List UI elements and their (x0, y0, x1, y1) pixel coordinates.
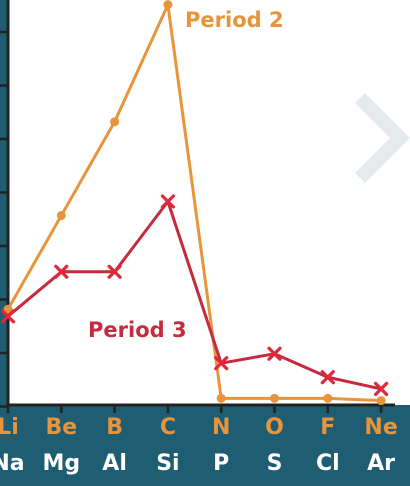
decorative-chevron (355, 93, 410, 183)
x-tick-label: S (267, 451, 283, 476)
x-tick-label: Mg (42, 451, 80, 476)
x-marker-stroke (54, 264, 69, 279)
data-point (376, 396, 386, 406)
series-line (6, 3, 382, 403)
data-point (110, 117, 120, 127)
data-point (323, 393, 333, 403)
x-tick-label: N (212, 415, 230, 440)
x-tick-label: Ne (364, 415, 397, 440)
data-point (107, 264, 122, 279)
data-point (214, 356, 229, 371)
data-point (54, 264, 69, 279)
series-layer (0, 0, 389, 406)
x-tick-label: F (320, 415, 335, 440)
labels-layer: Period 2 Period 3 Li Be B C N O F Ne Na Mg Al Si P S Cl A… (0, 8, 398, 476)
data-point (374, 381, 389, 397)
data-point (160, 194, 175, 209)
series-label: Period 2 (185, 8, 284, 32)
plot-area (8, 0, 410, 405)
x-tick-label: Cl (316, 451, 340, 476)
data-point (3, 304, 13, 314)
data-point (320, 370, 335, 385)
x-tick-label: Li (0, 415, 19, 440)
x-tick-label: B (106, 415, 123, 440)
x-tick-label: Si (156, 451, 179, 476)
data-point (216, 393, 226, 403)
x-tick-label: Be (45, 415, 77, 440)
x-marker-stroke (374, 381, 389, 397)
x-tick-label: Al (102, 451, 127, 476)
x-tick-label: O (265, 415, 284, 440)
axes (0, 0, 395, 413)
x-marker-stroke (107, 264, 122, 279)
data-point (0, 309, 16, 324)
series-1 (3, 0, 386, 406)
data-point (163, 0, 173, 10)
x-tick-label: P (213, 451, 229, 476)
data-point (270, 393, 279, 403)
x-marker-stroke (0, 309, 16, 324)
series-label: Period 3 (88, 318, 187, 342)
x-marker-stroke (267, 346, 282, 361)
data-point (56, 211, 66, 221)
series-line (7, 200, 382, 391)
x-tick-label: C (160, 415, 176, 440)
x-tick-label: Na (0, 451, 25, 476)
series-2 (0, 194, 389, 397)
x-tick-label: Ar (367, 451, 395, 476)
x-marker-stroke (214, 356, 229, 371)
data-point (267, 346, 282, 361)
x-marker-stroke (320, 370, 335, 385)
x-marker-stroke (160, 194, 175, 209)
